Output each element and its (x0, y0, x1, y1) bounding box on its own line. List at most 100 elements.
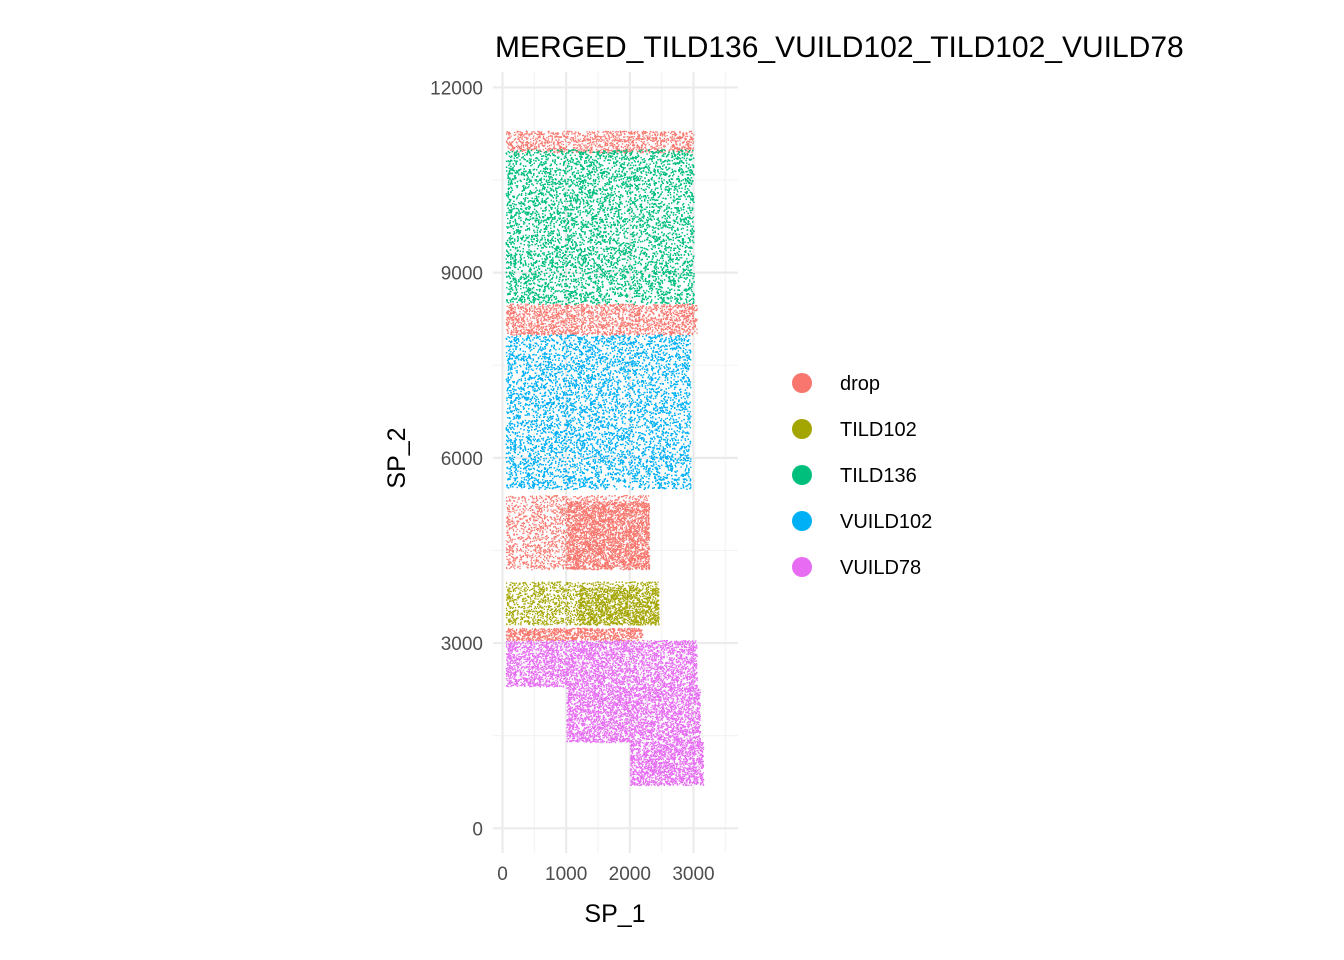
point (630, 315, 632, 318)
point (567, 135, 569, 138)
point (514, 543, 516, 545)
point (541, 536, 543, 539)
point (633, 320, 635, 322)
point (612, 312, 614, 314)
point (592, 311, 594, 313)
point (681, 324, 683, 326)
point (687, 150, 689, 152)
point (671, 131, 673, 133)
point (679, 334, 681, 336)
point (678, 320, 680, 322)
point (538, 133, 540, 135)
point (660, 325, 662, 327)
point (661, 323, 663, 326)
point (583, 318, 586, 320)
point (638, 500, 640, 502)
point (696, 309, 698, 312)
point (545, 147, 547, 149)
point (647, 329, 649, 331)
point (535, 548, 537, 550)
point (510, 552, 512, 555)
point (567, 137, 569, 139)
point (575, 326, 578, 328)
point (553, 141, 555, 143)
point (679, 140, 681, 142)
point (542, 525, 544, 527)
point (647, 315, 649, 318)
point (647, 308, 650, 310)
point (519, 307, 521, 309)
point (557, 141, 559, 143)
point (542, 145, 545, 147)
point (615, 320, 617, 322)
point (531, 501, 533, 504)
point (514, 138, 516, 140)
point (688, 332, 690, 334)
point (512, 331, 515, 333)
point (546, 330, 548, 332)
point (548, 557, 551, 559)
point (582, 140, 584, 143)
point (660, 330, 663, 332)
point (548, 324, 551, 326)
point (685, 322, 687, 324)
point (689, 322, 692, 324)
point (547, 139, 549, 142)
point (692, 315, 694, 317)
point (561, 151, 563, 153)
point (663, 133, 665, 135)
point (542, 554, 544, 556)
point (561, 331, 563, 333)
point (527, 142, 529, 144)
point (689, 149, 692, 151)
point (518, 496, 520, 499)
point (513, 314, 515, 317)
point (518, 148, 520, 150)
point (636, 308, 638, 310)
point (627, 140, 629, 142)
point (526, 554, 528, 556)
point (595, 320, 597, 322)
point (554, 316, 556, 318)
point (617, 144, 620, 146)
point (573, 320, 575, 322)
point (653, 138, 655, 140)
point (512, 510, 514, 513)
point (541, 517, 543, 520)
point (689, 139, 691, 141)
point (509, 312, 512, 314)
point (684, 305, 686, 307)
point (587, 143, 589, 145)
point (551, 315, 553, 317)
point (594, 309, 596, 311)
point (561, 327, 563, 329)
point (542, 315, 544, 317)
point (587, 496, 589, 499)
point (542, 135, 545, 138)
point (554, 308, 556, 310)
point (595, 325, 597, 327)
point (540, 330, 542, 333)
point (549, 551, 551, 553)
point (508, 551, 510, 553)
point (617, 134, 619, 136)
point (613, 151, 615, 153)
point (541, 133, 543, 135)
point (539, 312, 541, 314)
point (691, 313, 693, 315)
point (600, 311, 602, 313)
point (589, 151, 591, 153)
point (677, 326, 679, 329)
point (559, 560, 561, 562)
point (598, 326, 600, 328)
point (675, 133, 677, 135)
point (626, 150, 628, 152)
point (512, 530, 515, 532)
point (595, 145, 597, 147)
point (641, 145, 643, 147)
point (684, 139, 686, 141)
point (514, 563, 516, 565)
point (685, 310, 687, 312)
point (568, 330, 570, 332)
point (556, 133, 558, 135)
